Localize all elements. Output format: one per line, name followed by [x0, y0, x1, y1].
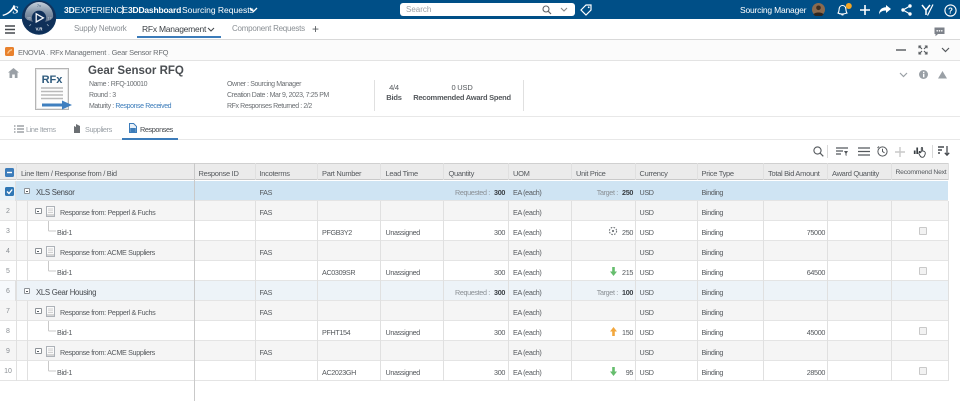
svg-text:7v: 7v: [37, 3, 41, 8]
svg-text:3D: 3D: [27, 17, 32, 21]
svg-text:RFx: RFx: [42, 74, 64, 86]
svg-text:?: ?: [948, 6, 953, 15]
svg-text:V.R: V.R: [36, 27, 44, 32]
svg-text:17: 17: [47, 17, 51, 21]
svg-text:S: S: [13, 5, 19, 17]
